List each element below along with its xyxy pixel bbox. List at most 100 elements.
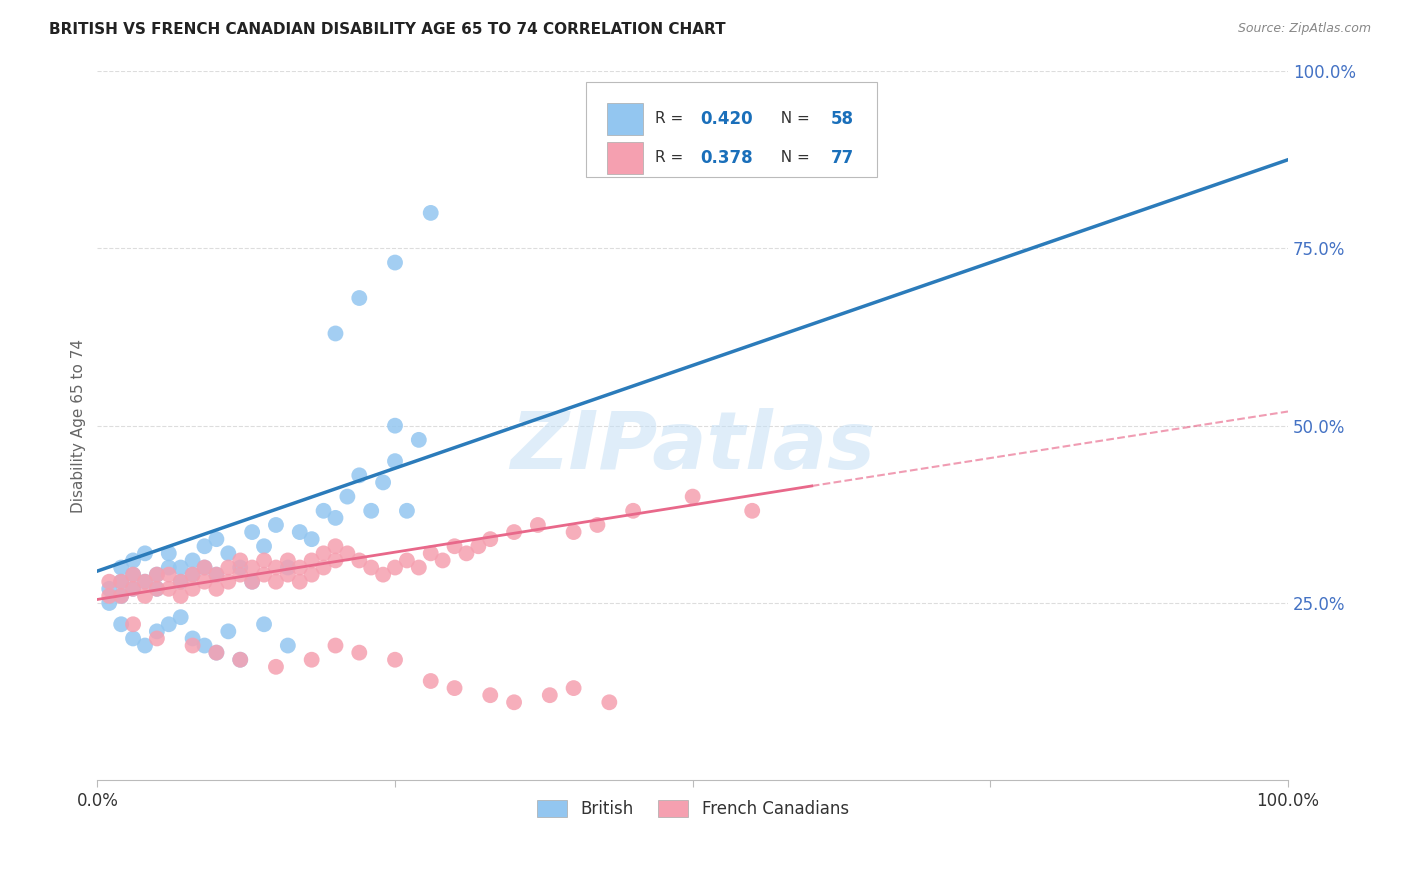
French Canadians bbox=[384, 560, 406, 574]
British bbox=[336, 490, 359, 504]
British bbox=[325, 326, 347, 341]
French Canadians bbox=[419, 546, 441, 560]
French Canadians bbox=[432, 553, 454, 567]
FancyBboxPatch shape bbox=[585, 82, 877, 178]
British bbox=[205, 532, 228, 546]
British bbox=[360, 504, 382, 518]
British bbox=[134, 574, 156, 589]
French Canadians bbox=[264, 560, 287, 574]
French Canadians bbox=[325, 539, 347, 553]
British bbox=[110, 589, 132, 603]
British bbox=[146, 567, 169, 582]
Y-axis label: Disability Age 65 to 74: Disability Age 65 to 74 bbox=[72, 339, 86, 513]
French Canadians bbox=[110, 589, 132, 603]
French Canadians bbox=[146, 567, 169, 582]
British bbox=[240, 574, 263, 589]
British bbox=[240, 524, 263, 539]
Text: 0.378: 0.378 bbox=[700, 149, 752, 167]
British bbox=[98, 582, 121, 596]
British bbox=[349, 468, 371, 483]
British bbox=[264, 518, 287, 533]
British bbox=[122, 582, 145, 596]
British bbox=[146, 582, 169, 596]
French Canadians bbox=[443, 681, 465, 695]
French Canadians bbox=[229, 653, 252, 667]
British bbox=[110, 560, 132, 574]
French Canadians bbox=[741, 504, 763, 518]
French Canadians bbox=[349, 646, 371, 660]
British bbox=[312, 504, 335, 518]
British bbox=[146, 624, 169, 639]
French Canadians bbox=[598, 695, 620, 709]
French Canadians bbox=[181, 582, 204, 596]
French Canadians bbox=[146, 632, 169, 646]
British bbox=[110, 574, 132, 589]
French Canadians bbox=[395, 553, 418, 567]
British bbox=[122, 567, 145, 582]
British bbox=[181, 553, 204, 567]
British bbox=[384, 454, 406, 468]
Text: ZIPatlas: ZIPatlas bbox=[510, 408, 875, 486]
French Canadians bbox=[134, 589, 156, 603]
French Canadians bbox=[312, 546, 335, 560]
British bbox=[205, 646, 228, 660]
Text: 58: 58 bbox=[831, 110, 853, 128]
Text: Source: ZipAtlas.com: Source: ZipAtlas.com bbox=[1237, 22, 1371, 36]
French Canadians bbox=[181, 639, 204, 653]
French Canadians bbox=[443, 539, 465, 553]
French Canadians bbox=[193, 560, 215, 574]
French Canadians bbox=[503, 524, 526, 539]
British bbox=[205, 567, 228, 582]
British bbox=[193, 539, 215, 553]
French Canadians bbox=[110, 574, 132, 589]
British bbox=[384, 255, 406, 269]
French Canadians bbox=[586, 518, 609, 533]
French Canadians bbox=[122, 582, 145, 596]
French Canadians bbox=[277, 553, 299, 567]
British bbox=[170, 574, 193, 589]
British bbox=[229, 560, 252, 574]
British bbox=[277, 560, 299, 574]
French Canadians bbox=[384, 653, 406, 667]
British bbox=[325, 511, 347, 525]
French Canadians bbox=[240, 560, 263, 574]
British bbox=[217, 546, 239, 560]
British bbox=[170, 610, 193, 624]
British bbox=[371, 475, 394, 490]
French Canadians bbox=[229, 567, 252, 582]
French Canadians bbox=[217, 560, 239, 574]
Text: 77: 77 bbox=[831, 149, 853, 167]
Text: R =: R = bbox=[655, 151, 688, 165]
British bbox=[408, 433, 430, 447]
French Canadians bbox=[621, 504, 644, 518]
French Canadians bbox=[419, 673, 441, 688]
British bbox=[301, 532, 323, 546]
French Canadians bbox=[277, 567, 299, 582]
French Canadians bbox=[217, 574, 239, 589]
French Canadians bbox=[301, 553, 323, 567]
French Canadians bbox=[157, 582, 180, 596]
British bbox=[157, 560, 180, 574]
French Canadians bbox=[205, 646, 228, 660]
British bbox=[253, 539, 276, 553]
French Canadians bbox=[98, 589, 121, 603]
British bbox=[157, 546, 180, 560]
French Canadians bbox=[371, 567, 394, 582]
French Canadians bbox=[264, 574, 287, 589]
French Canadians bbox=[240, 574, 263, 589]
French Canadians bbox=[205, 582, 228, 596]
French Canadians bbox=[527, 518, 550, 533]
British bbox=[253, 617, 276, 632]
British bbox=[193, 560, 215, 574]
British bbox=[395, 504, 418, 518]
French Canadians bbox=[229, 553, 252, 567]
French Canadians bbox=[288, 560, 311, 574]
British bbox=[384, 418, 406, 433]
British bbox=[229, 653, 252, 667]
French Canadians bbox=[98, 574, 121, 589]
French Canadians bbox=[479, 532, 502, 546]
FancyBboxPatch shape bbox=[607, 103, 643, 135]
British bbox=[181, 632, 204, 646]
British bbox=[349, 291, 371, 305]
Text: 0.420: 0.420 bbox=[700, 110, 752, 128]
